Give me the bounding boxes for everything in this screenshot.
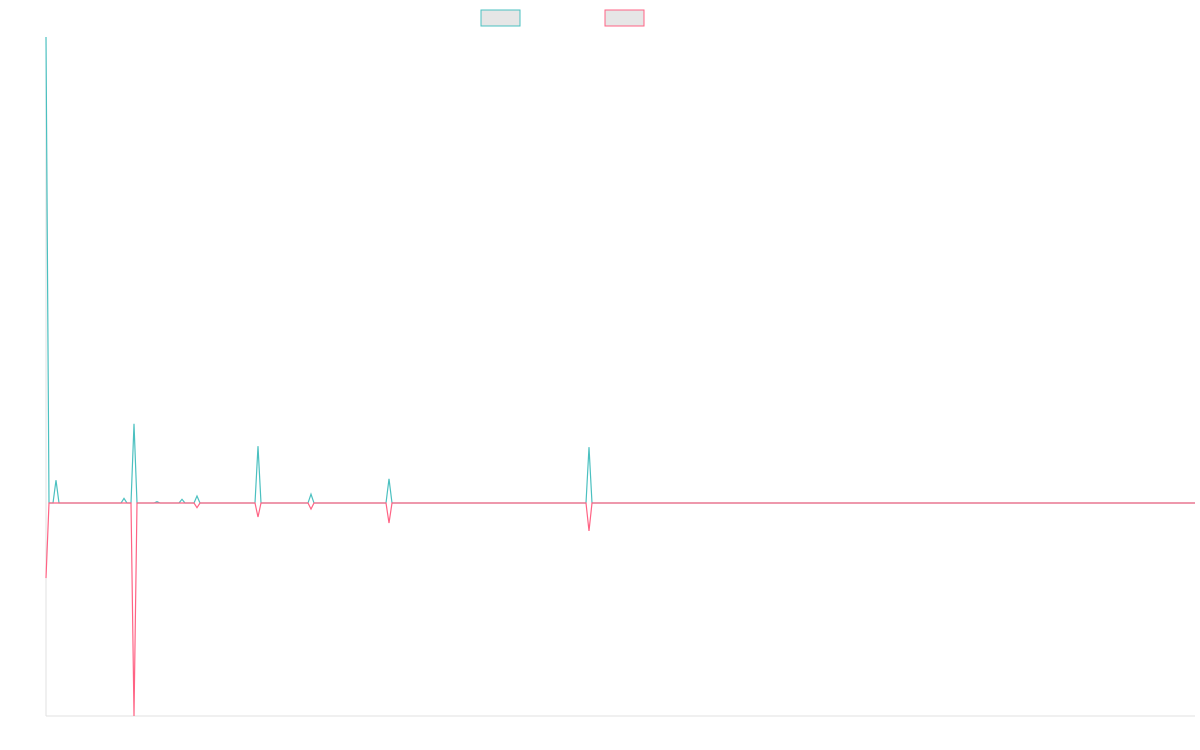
series-line: [45, 36, 1195, 504]
legend-swatch: [604, 9, 645, 27]
legend-swatch: [480, 9, 521, 27]
series-line: [45, 502, 1195, 717]
